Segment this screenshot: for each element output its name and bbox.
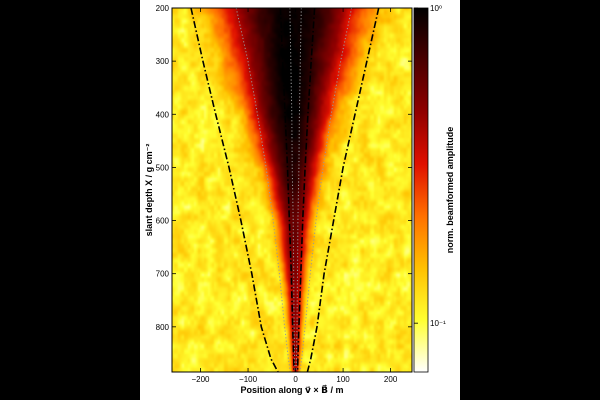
y-tick-label: 800 — [156, 323, 170, 332]
plot-frame — [171, 7, 413, 373]
curve-dashdot-1 — [306, 8, 380, 372]
curve-dashdot-3 — [296, 8, 316, 372]
y-tick-label: 600 — [156, 217, 170, 226]
y-tick-label: 400 — [156, 110, 170, 119]
curve-dotted-5 — [299, 8, 353, 372]
x-tick-label: −200 — [191, 375, 210, 384]
y-tick-label: 500 — [156, 163, 170, 172]
x-tick-label: 0 — [293, 375, 298, 384]
figure-panel: 10⁰ 10⁻¹ −200 −100 0 100 200 200 300 400 500 600 70… — [140, 0, 460, 400]
curve-dotted-6 — [289, 8, 296, 372]
curve-dashdot-2 — [279, 8, 295, 372]
curve-dotted-7 — [295, 8, 302, 372]
y-axis-label: slant depth X / g cm⁻² — [144, 144, 154, 237]
colorbar: 10⁰ 10⁻¹ — [413, 4, 446, 373]
axes: −200 −100 0 100 200 200 300 400 500 600 700 800 — [156, 4, 413, 384]
colorbar-tick-label: 10⁻¹ — [430, 319, 446, 328]
x-tick-label: 100 — [336, 375, 350, 384]
colorbar-label: norm. beamformed amplitude — [445, 127, 455, 254]
x-axis-label: Position along v⃗ × B⃗ / m — [241, 384, 344, 395]
curve-dotted-4 — [235, 8, 291, 372]
colorbar-tick-label: 10⁰ — [430, 4, 442, 13]
y-tick-label: 200 — [156, 4, 170, 13]
colorbar-gradient — [413, 7, 429, 373]
x-tick-label: 200 — [384, 375, 398, 384]
y-tick-label: 700 — [156, 270, 170, 279]
heatmap-image — [172, 8, 412, 372]
x-tick-label: −100 — [239, 375, 258, 384]
y-tick-label: 300 — [156, 57, 170, 66]
curve-dashdot-0 — [190, 8, 279, 372]
beamforming-chart: 10⁰ 10⁻¹ −200 −100 0 100 200 200 300 400 500 600 70… — [144, 4, 455, 395]
plot-area — [172, 8, 412, 372]
